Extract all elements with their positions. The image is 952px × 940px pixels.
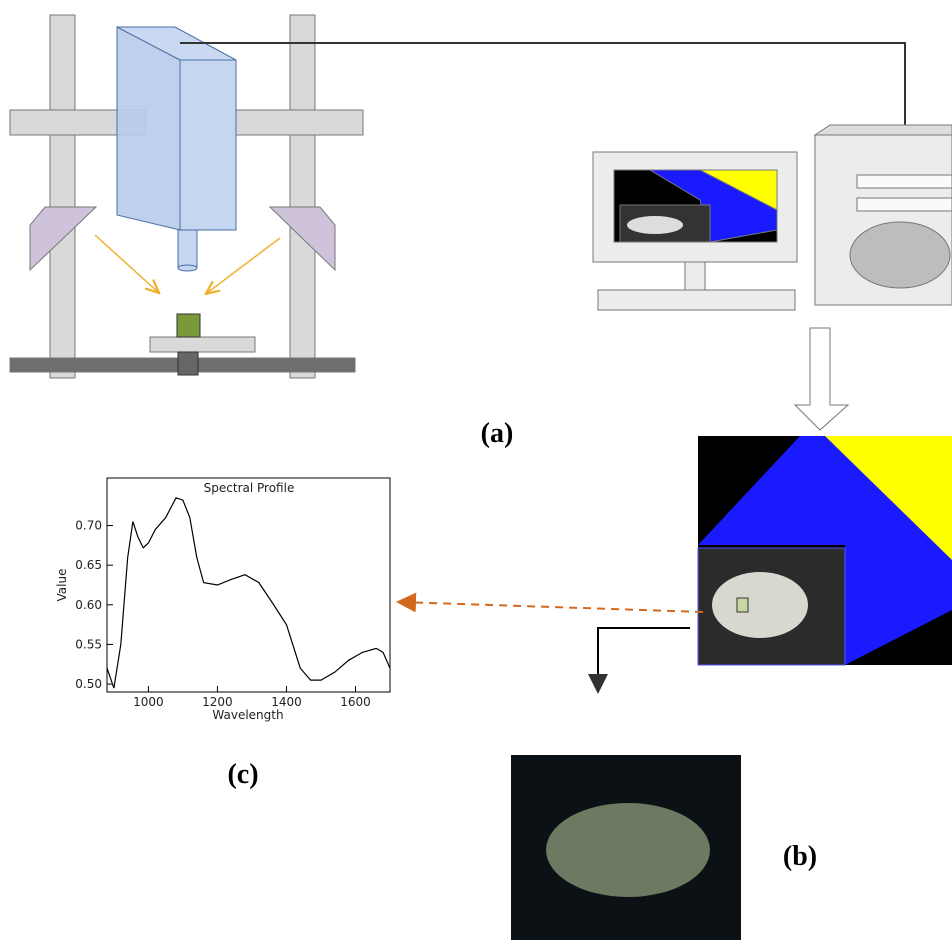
hypercube xyxy=(698,436,952,665)
x-tick-label: 1000 xyxy=(133,695,164,709)
panel-label: (b) xyxy=(783,841,817,872)
imaging-rig xyxy=(10,15,363,378)
flow-arrow xyxy=(795,328,848,430)
y-axis-label: Value xyxy=(55,569,69,602)
x-tick-label: 1400 xyxy=(271,695,302,709)
plot-frame xyxy=(107,478,390,692)
chart-title: Spectral Profile xyxy=(204,481,295,495)
x-tick-label: 1200 xyxy=(202,695,233,709)
computer xyxy=(593,125,952,310)
y-tick-label: 0.70 xyxy=(75,519,102,533)
y-tick-label: 0.50 xyxy=(75,677,102,691)
spectrum-line xyxy=(107,498,390,688)
diagram: (a) (b) (c) Spectral Profile Wavelength … xyxy=(0,0,952,940)
spectrum-arrow xyxy=(400,602,703,612)
seed-photo xyxy=(511,755,741,940)
x-tick-label: 1600 xyxy=(340,695,371,709)
y-tick-label: 0.55 xyxy=(75,637,102,651)
y-tick-label: 0.65 xyxy=(75,558,102,572)
spectral-chart: Spectral Profile Wavelength Value 1000 12… xyxy=(55,478,390,722)
panel-label: (a) xyxy=(481,418,514,449)
panel-label: (c) xyxy=(227,759,258,790)
rgb-arrow xyxy=(598,628,690,690)
y-tick-label: 0.60 xyxy=(75,598,102,612)
x-axis-label: Wavelength xyxy=(212,708,283,722)
